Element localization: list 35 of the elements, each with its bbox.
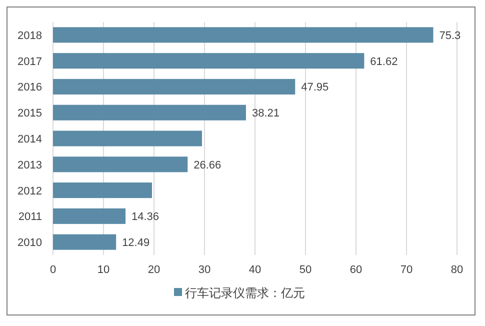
bar bbox=[53, 78, 296, 94]
y-tick-label: 2011 bbox=[18, 211, 42, 224]
x-tick-label: 10 bbox=[97, 264, 110, 276]
bar bbox=[53, 53, 364, 69]
legend-label: 行车记录仪需求：亿元 bbox=[185, 286, 305, 300]
data-label: 47.95 bbox=[301, 82, 329, 94]
y-tick-label: 2018 bbox=[18, 30, 42, 42]
bar bbox=[53, 104, 246, 120]
x-tick-label: 80 bbox=[450, 264, 464, 276]
y-tick-label: 2017 bbox=[18, 56, 42, 68]
bar bbox=[53, 156, 188, 172]
x-tick-label: 50 bbox=[299, 264, 312, 276]
data-label: 38.21 bbox=[252, 108, 280, 120]
bar bbox=[53, 208, 126, 224]
data-label: 75.3 bbox=[439, 30, 461, 42]
x-tick-label: 20 bbox=[148, 264, 160, 276]
data-label: 26.66 bbox=[194, 159, 222, 172]
y-tick-label: 2012 bbox=[18, 185, 42, 198]
x-tick-label: 60 bbox=[350, 264, 362, 276]
data-label: 61.62 bbox=[370, 56, 398, 68]
data-label: 14.36 bbox=[132, 211, 160, 224]
y-tick-label: 2015 bbox=[18, 108, 42, 120]
data-label: 12.49 bbox=[122, 237, 150, 250]
x-tick-label: 0 bbox=[50, 264, 56, 276]
y-tick-label: 2016 bbox=[18, 82, 42, 94]
y-tick-label: 2010 bbox=[18, 237, 42, 250]
y-tick-label: 2013 bbox=[18, 159, 42, 172]
x-tick-label: 40 bbox=[248, 264, 262, 276]
x-tick-label: 70 bbox=[400, 264, 413, 276]
y-tick-label: 2014 bbox=[18, 134, 42, 146]
bar bbox=[53, 182, 152, 198]
bar bbox=[53, 234, 116, 250]
bar bbox=[53, 27, 434, 43]
x-tick-label: 30 bbox=[198, 264, 211, 276]
bar bbox=[53, 130, 202, 146]
